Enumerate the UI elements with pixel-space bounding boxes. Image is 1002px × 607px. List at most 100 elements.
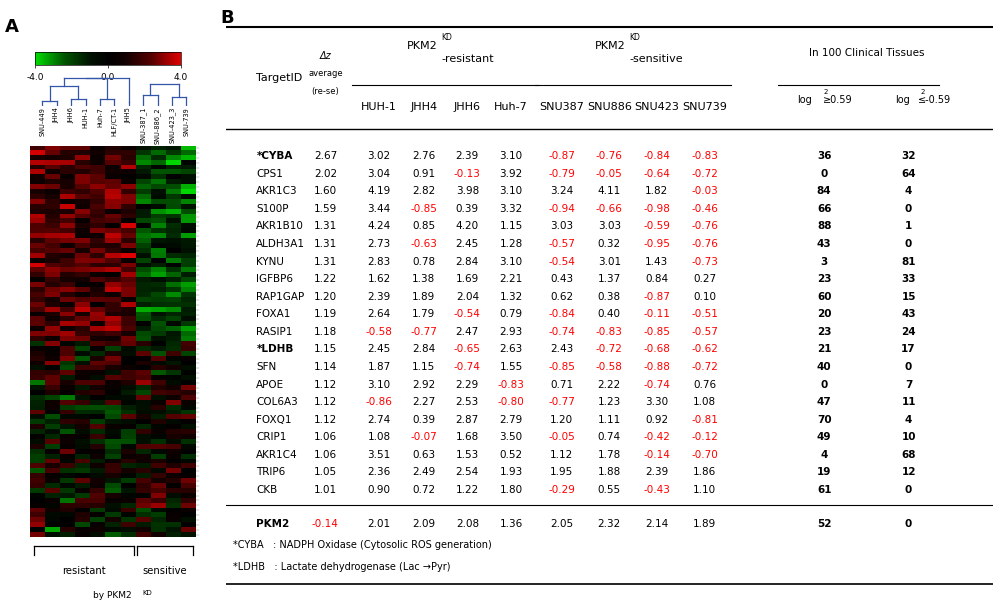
Text: 0.55: 0.55 bbox=[597, 485, 620, 495]
Text: 1.12: 1.12 bbox=[314, 379, 337, 390]
Text: 1.08: 1.08 bbox=[367, 432, 391, 443]
Text: -0.84: -0.84 bbox=[643, 151, 669, 161]
Text: 3.10: 3.10 bbox=[367, 379, 391, 390]
Text: -0.12: -0.12 bbox=[690, 432, 717, 443]
Text: 0.52: 0.52 bbox=[499, 450, 522, 459]
Text: 3.24: 3.24 bbox=[549, 186, 573, 196]
Text: 1.06: 1.06 bbox=[314, 432, 337, 443]
Text: 3.03: 3.03 bbox=[597, 222, 620, 231]
Text: 1.78: 1.78 bbox=[597, 450, 620, 459]
Text: 0.39: 0.39 bbox=[412, 415, 435, 425]
Text: AKR1B10: AKR1B10 bbox=[257, 222, 304, 231]
Text: -0.62: -0.62 bbox=[690, 344, 717, 354]
Text: 1.89: 1.89 bbox=[412, 292, 435, 302]
Text: 2.84: 2.84 bbox=[455, 257, 479, 266]
Text: AKR1C3: AKR1C3 bbox=[257, 186, 298, 196]
Text: 0.39: 0.39 bbox=[455, 204, 479, 214]
Text: 1.79: 1.79 bbox=[412, 309, 435, 319]
Text: 1.62: 1.62 bbox=[367, 274, 391, 284]
Text: 1.53: 1.53 bbox=[455, 450, 479, 459]
Text: -0.73: -0.73 bbox=[690, 257, 717, 266]
Text: 0.62: 0.62 bbox=[550, 292, 573, 302]
Text: 1.69: 1.69 bbox=[455, 274, 479, 284]
Text: 3.92: 3.92 bbox=[499, 169, 522, 178]
Text: 2.53: 2.53 bbox=[455, 397, 479, 407]
Text: -0.42: -0.42 bbox=[643, 432, 669, 443]
Text: Δz: Δz bbox=[320, 50, 331, 61]
Text: 1.12: 1.12 bbox=[549, 450, 573, 459]
Text: 2.01: 2.01 bbox=[367, 519, 391, 529]
Text: 4.20: 4.20 bbox=[455, 222, 479, 231]
Text: ≥0.59: ≥0.59 bbox=[823, 95, 852, 105]
Text: 2.64: 2.64 bbox=[367, 309, 391, 319]
Text: 3.50: 3.50 bbox=[499, 432, 522, 443]
Text: -0.51: -0.51 bbox=[690, 309, 717, 319]
Text: -0.72: -0.72 bbox=[595, 344, 622, 354]
Text: 10: 10 bbox=[901, 432, 915, 443]
Text: -0.74: -0.74 bbox=[548, 327, 574, 337]
Text: 2.49: 2.49 bbox=[412, 467, 435, 477]
Text: 1.32: 1.32 bbox=[499, 292, 522, 302]
Text: 1.23: 1.23 bbox=[597, 397, 620, 407]
Text: 0: 0 bbox=[904, 485, 911, 495]
Text: -resistant: -resistant bbox=[441, 54, 493, 64]
Text: -0.85: -0.85 bbox=[643, 327, 669, 337]
Text: 0.90: 0.90 bbox=[368, 485, 390, 495]
Text: 3: 3 bbox=[820, 257, 827, 266]
Text: JHH4: JHH4 bbox=[54, 107, 60, 123]
Text: -0.58: -0.58 bbox=[595, 362, 622, 372]
Text: 1.22: 1.22 bbox=[455, 485, 479, 495]
Text: 1.20: 1.20 bbox=[314, 292, 337, 302]
Text: 1.80: 1.80 bbox=[499, 485, 522, 495]
Text: -sensitive: -sensitive bbox=[628, 54, 682, 64]
Text: 1.18: 1.18 bbox=[314, 327, 337, 337]
Text: -0.95: -0.95 bbox=[643, 239, 669, 249]
Text: -0.88: -0.88 bbox=[643, 362, 669, 372]
Text: 1.88: 1.88 bbox=[597, 467, 620, 477]
Text: -0.72: -0.72 bbox=[690, 362, 717, 372]
Text: SNU739: SNU739 bbox=[681, 102, 726, 112]
Text: 1.01: 1.01 bbox=[314, 485, 337, 495]
Text: 0.78: 0.78 bbox=[412, 257, 435, 266]
Text: 2.04: 2.04 bbox=[455, 292, 479, 302]
Text: 70: 70 bbox=[816, 415, 831, 425]
Text: -0.79: -0.79 bbox=[548, 169, 574, 178]
Text: 2: 2 bbox=[823, 89, 827, 95]
Text: 0.32: 0.32 bbox=[597, 239, 620, 249]
Text: 0: 0 bbox=[904, 239, 911, 249]
Text: 1.12: 1.12 bbox=[314, 397, 337, 407]
Text: 0.72: 0.72 bbox=[412, 485, 435, 495]
Text: 3.04: 3.04 bbox=[367, 169, 391, 178]
Text: CRIP1: CRIP1 bbox=[257, 432, 287, 443]
Text: 12: 12 bbox=[901, 467, 915, 477]
Text: KD: KD bbox=[142, 590, 152, 596]
Text: 1.19: 1.19 bbox=[314, 309, 337, 319]
Text: -0.81: -0.81 bbox=[690, 415, 717, 425]
Text: resistant: resistant bbox=[62, 566, 105, 575]
Text: 2.79: 2.79 bbox=[499, 415, 522, 425]
Text: -0.14: -0.14 bbox=[643, 450, 669, 459]
Text: -0.57: -0.57 bbox=[690, 327, 717, 337]
Text: 3.10: 3.10 bbox=[499, 257, 522, 266]
Text: SNU-423_3: SNU-423_3 bbox=[168, 107, 175, 143]
Text: 1.08: 1.08 bbox=[692, 397, 715, 407]
Text: -0.46: -0.46 bbox=[690, 204, 717, 214]
Text: FOXA1: FOXA1 bbox=[257, 309, 291, 319]
Text: 21: 21 bbox=[816, 344, 831, 354]
Text: 0: 0 bbox=[820, 379, 827, 390]
Text: PKM2: PKM2 bbox=[594, 41, 625, 51]
Text: SNU-449: SNU-449 bbox=[39, 107, 45, 136]
Text: -0.57: -0.57 bbox=[548, 239, 574, 249]
Text: 2.82: 2.82 bbox=[412, 186, 435, 196]
Text: 3.98: 3.98 bbox=[455, 186, 479, 196]
Text: SNU423: SNU423 bbox=[634, 102, 678, 112]
Text: 3.51: 3.51 bbox=[367, 450, 391, 459]
Text: HLF/CT-1: HLF/CT-1 bbox=[111, 107, 117, 136]
Text: 3.03: 3.03 bbox=[550, 222, 573, 231]
Text: -0.98: -0.98 bbox=[643, 204, 669, 214]
Text: 1.05: 1.05 bbox=[314, 467, 337, 477]
Text: 33: 33 bbox=[901, 274, 915, 284]
Text: 2.09: 2.09 bbox=[412, 519, 435, 529]
Text: 2.02: 2.02 bbox=[314, 169, 337, 178]
Text: JHH5: JHH5 bbox=[125, 107, 131, 123]
